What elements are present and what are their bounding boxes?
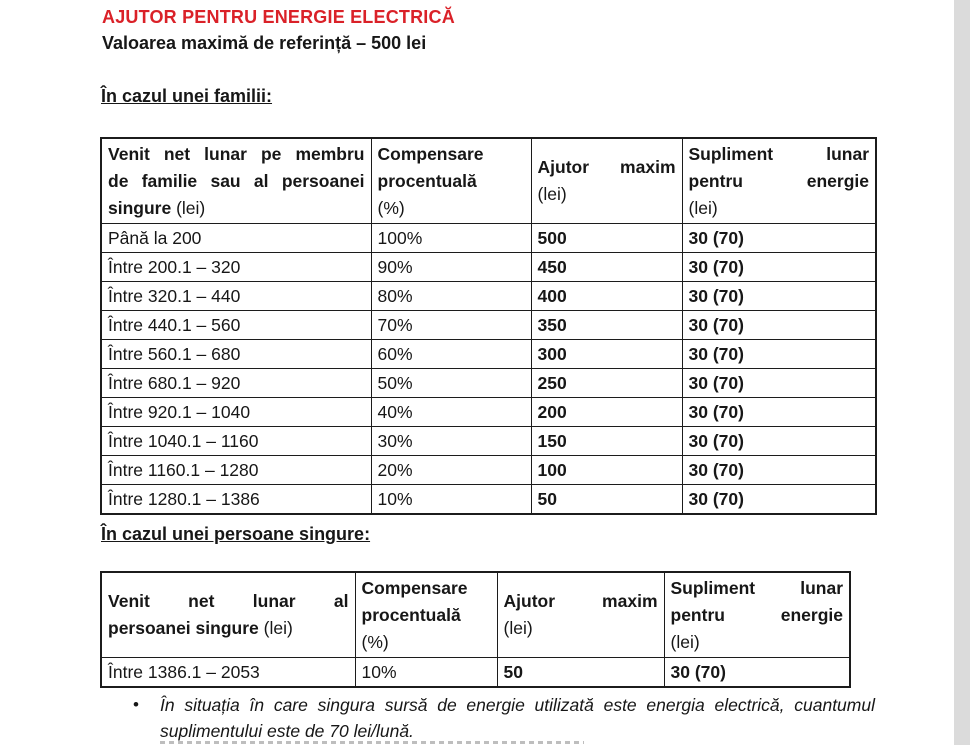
table-cell: 30 (70) bbox=[681, 397, 877, 427]
table-cell: Între 320.1 – 440 bbox=[100, 281, 372, 311]
col-header-supliment: Supliment lunar pentru energie (lei) bbox=[663, 571, 851, 658]
header-line: singure (lei) bbox=[108, 198, 206, 218]
section-heading-family: În cazul unei familii: bbox=[101, 86, 273, 106]
footnote-text: În situația în care singura sursă de ene… bbox=[160, 695, 875, 741]
bullet-icon: • bbox=[133, 695, 139, 714]
col-header-venit-net: Venit net lunar pe membru de familie sau … bbox=[100, 137, 372, 224]
header-line: Ajutor maxim bbox=[503, 591, 658, 611]
table-cell: 300 bbox=[530, 339, 683, 369]
table-row: Între 440.1 – 560 70% 350 30 (70) bbox=[100, 310, 877, 340]
table-cell: 90% bbox=[370, 252, 532, 282]
table-row: Între 200.1 – 320 90% 450 30 (70) bbox=[100, 252, 877, 282]
header-line: (lei) bbox=[688, 198, 718, 218]
header-line: pentru energie bbox=[670, 605, 844, 625]
table-cell: 30% bbox=[370, 426, 532, 456]
single-table-body: Între 1386.1 – 2053 10% 50 30 (70) bbox=[100, 657, 851, 688]
table-row: Între 1160.1 – 1280 20% 100 30 (70) bbox=[100, 455, 877, 485]
table-cell: 50 bbox=[530, 484, 683, 515]
col-header-ajutor-maxim: Ajutor maxim (lei) bbox=[496, 571, 665, 658]
table-row: Între 320.1 – 440 80% 400 30 (70) bbox=[100, 281, 877, 311]
table-cell: 400 bbox=[530, 281, 683, 311]
table-cell: Între 1386.1 – 2053 bbox=[100, 657, 356, 688]
table-cell: 100% bbox=[370, 223, 532, 253]
header-line: (%) bbox=[361, 632, 389, 652]
table-row: Între 1386.1 – 2053 10% 50 30 (70) bbox=[100, 657, 851, 688]
header-line: (lei) bbox=[537, 184, 567, 204]
table-cell: Între 1040.1 – 1160 bbox=[100, 426, 372, 456]
header-line: pentru energie bbox=[688, 171, 870, 191]
header-line: (lei) bbox=[503, 618, 533, 638]
page-subtitle: Valoarea maximă de referință – 500 lei bbox=[102, 33, 427, 53]
table-row: Între 1280.1 – 1386 10% 50 30 (70) bbox=[100, 484, 877, 515]
table-cell: 10% bbox=[370, 484, 532, 515]
header-line: Venit net lunar al bbox=[108, 591, 349, 611]
table-cell: 150 bbox=[530, 426, 683, 456]
table-cell: 50 bbox=[496, 657, 665, 688]
family-table-body: Până la 200 100% 500 30 (70) Între 200.1 – 3… bbox=[100, 223, 877, 515]
table-cell: 500 bbox=[530, 223, 683, 253]
table-cell: 20% bbox=[370, 455, 532, 485]
table-cell: 250 bbox=[530, 368, 683, 398]
page-title: AJUTOR PENTRU ENERGIE ELECTRICĂ bbox=[102, 7, 455, 27]
col-header-supliment: Supliment lunar pentru energie (lei) bbox=[681, 137, 877, 224]
table-cell: 30 (70) bbox=[681, 223, 877, 253]
table-cell: 40% bbox=[370, 397, 532, 427]
header-line: (lei) bbox=[670, 632, 700, 652]
header-line: Compensare bbox=[377, 144, 484, 164]
table-cell: 30 (70) bbox=[681, 281, 877, 311]
page-edge-strip bbox=[954, 0, 970, 745]
table-cell: 30 (70) bbox=[681, 310, 877, 340]
table-cell: 60% bbox=[370, 339, 532, 369]
header-line: procentuală bbox=[377, 171, 477, 191]
table-cell: 30 (70) bbox=[681, 339, 877, 369]
section-heading-single-person: În cazul unei persoane singure: bbox=[101, 524, 371, 544]
table-row: Între 560.1 – 680 60% 300 30 (70) bbox=[100, 339, 877, 369]
table-cell: Între 920.1 – 1040 bbox=[100, 397, 372, 427]
table-header-row: Venit net lunar pe membru de familie sau … bbox=[100, 137, 877, 224]
table-cell: 30 (70) bbox=[681, 368, 877, 398]
family-aid-table: Venit net lunar pe membru de familie sau … bbox=[100, 137, 877, 515]
header-line: de familie sau al persoanei bbox=[108, 171, 365, 191]
header-line: (%) bbox=[377, 198, 405, 218]
table-cell: Între 200.1 – 320 bbox=[100, 252, 372, 282]
footnote: • În situația în care singura sursă de e… bbox=[133, 692, 877, 744]
single-person-aid-table: Venit net lunar al persoanei singure (lei… bbox=[100, 571, 851, 688]
table-cell: 350 bbox=[530, 310, 683, 340]
col-header-compensare: Compensare procentuală (%) bbox=[370, 137, 532, 224]
col-header-ajutor-maxim: Ajutor maxim (lei) bbox=[530, 137, 683, 224]
table-cell: 80% bbox=[370, 281, 532, 311]
col-header-compensare: Compensare procentuală (%) bbox=[354, 571, 498, 658]
table-cell: 450 bbox=[530, 252, 683, 282]
table-cell: Până la 200 bbox=[100, 223, 372, 253]
header-line: Compensare bbox=[361, 578, 468, 598]
header-line: procentuală bbox=[361, 605, 461, 625]
col-header-venit-net: Venit net lunar al persoanei singure (lei… bbox=[100, 571, 356, 658]
header-line: Supliment lunar bbox=[670, 578, 844, 598]
table-cell: 50% bbox=[370, 368, 532, 398]
header-line: Ajutor maxim bbox=[537, 157, 676, 177]
table-row: Între 920.1 – 1040 40% 200 30 (70) bbox=[100, 397, 877, 427]
table-row: Între 1040.1 – 1160 30% 150 30 (70) bbox=[100, 426, 877, 456]
table-cell: 30 (70) bbox=[663, 657, 851, 688]
table-cell: Între 560.1 – 680 bbox=[100, 339, 372, 369]
table-cell: 30 (70) bbox=[681, 484, 877, 515]
table-cell: Între 680.1 – 920 bbox=[100, 368, 372, 398]
header-line: Venit net lunar pe membru bbox=[108, 144, 365, 164]
table-row: Până la 200 100% 500 30 (70) bbox=[100, 223, 877, 253]
table-cell: Între 1160.1 – 1280 bbox=[100, 455, 372, 485]
header-line: Supliment lunar bbox=[688, 144, 870, 164]
table-cell: 200 bbox=[530, 397, 683, 427]
header-line: persoanei singure (lei) bbox=[108, 618, 293, 638]
table-cell: 70% bbox=[370, 310, 532, 340]
table-cell: Între 1280.1 – 1386 bbox=[100, 484, 372, 515]
table-header-row: Venit net lunar al persoanei singure (lei… bbox=[100, 571, 851, 658]
table-cell: Între 440.1 – 560 bbox=[100, 310, 372, 340]
table-cell: 10% bbox=[354, 657, 498, 688]
table-row: Între 680.1 – 920 50% 250 30 (70) bbox=[100, 368, 877, 398]
table-cell: 30 (70) bbox=[681, 455, 877, 485]
table-cell: 100 bbox=[530, 455, 683, 485]
cutoff-text-line bbox=[160, 741, 584, 744]
table-cell: 30 (70) bbox=[681, 426, 877, 456]
table-cell: 30 (70) bbox=[681, 252, 877, 282]
